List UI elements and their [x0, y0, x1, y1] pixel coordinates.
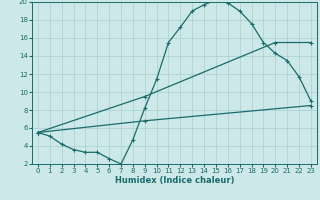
X-axis label: Humidex (Indice chaleur): Humidex (Indice chaleur): [115, 176, 234, 185]
